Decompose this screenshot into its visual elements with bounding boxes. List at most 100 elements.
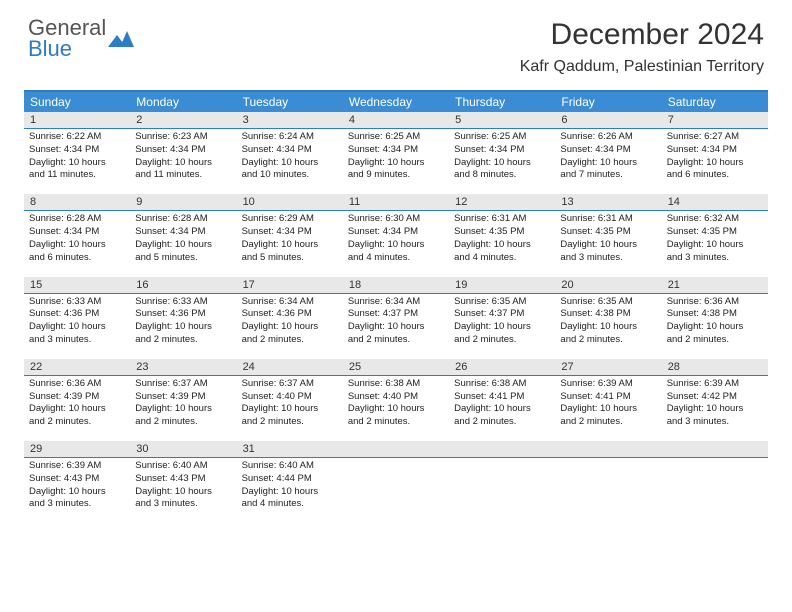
day-cell: 18Sunrise: 6:34 AMSunset: 4:37 PMDayligh… bbox=[343, 277, 449, 351]
daylight-line: and 10 minutes. bbox=[242, 169, 338, 182]
sunrise-line: Sunrise: 6:40 AM bbox=[135, 460, 231, 473]
day-details: Sunrise: 6:28 AMSunset: 4:34 PMDaylight:… bbox=[130, 211, 236, 268]
month-title: December 2024 bbox=[520, 18, 764, 52]
day-details: Sunrise: 6:38 AMSunset: 4:40 PMDaylight:… bbox=[343, 376, 449, 433]
day-number: 5 bbox=[449, 112, 555, 129]
sunrise-line: Sunrise: 6:38 AM bbox=[454, 378, 550, 391]
daylight-line: Daylight: 10 hours bbox=[560, 403, 656, 416]
sunset-line: Sunset: 4:43 PM bbox=[29, 473, 125, 486]
sunset-line: Sunset: 4:36 PM bbox=[29, 308, 125, 321]
daylight-line: Daylight: 10 hours bbox=[454, 239, 550, 252]
sunset-line: Sunset: 4:37 PM bbox=[348, 308, 444, 321]
day-details: Sunrise: 6:23 AMSunset: 4:34 PMDaylight:… bbox=[130, 129, 236, 186]
daylight-line: Daylight: 10 hours bbox=[242, 321, 338, 334]
sunrise-line: Sunrise: 6:33 AM bbox=[29, 296, 125, 309]
day-details: Sunrise: 6:39 AMSunset: 4:41 PMDaylight:… bbox=[555, 376, 661, 433]
day-cell: . bbox=[662, 441, 768, 515]
daylight-line: Daylight: 10 hours bbox=[667, 321, 763, 334]
weekday-label: Saturday bbox=[662, 92, 768, 112]
day-number: 11 bbox=[343, 194, 449, 211]
day-cell: 2Sunrise: 6:23 AMSunset: 4:34 PMDaylight… bbox=[130, 112, 236, 186]
daylight-line: and 5 minutes. bbox=[242, 252, 338, 265]
sunset-line: Sunset: 4:42 PM bbox=[667, 391, 763, 404]
sunrise-line: Sunrise: 6:29 AM bbox=[242, 213, 338, 226]
daylight-line: Daylight: 10 hours bbox=[667, 403, 763, 416]
day-number: 7 bbox=[662, 112, 768, 129]
sunset-line: Sunset: 4:34 PM bbox=[348, 226, 444, 239]
day-number: 31 bbox=[237, 441, 343, 458]
daylight-line: and 6 minutes. bbox=[29, 252, 125, 265]
sunrise-line: Sunrise: 6:40 AM bbox=[242, 460, 338, 473]
day-number: 30 bbox=[130, 441, 236, 458]
day-details: Sunrise: 6:33 AMSunset: 4:36 PMDaylight:… bbox=[24, 294, 130, 351]
sunset-line: Sunset: 4:35 PM bbox=[667, 226, 763, 239]
sunrise-line: Sunrise: 6:36 AM bbox=[29, 378, 125, 391]
week-row: 29Sunrise: 6:39 AMSunset: 4:43 PMDayligh… bbox=[24, 441, 768, 515]
day-details: Sunrise: 6:39 AMSunset: 4:43 PMDaylight:… bbox=[24, 458, 130, 515]
sunset-line: Sunset: 4:44 PM bbox=[242, 473, 338, 486]
daylight-line: Daylight: 10 hours bbox=[348, 157, 444, 170]
day-cell: 6Sunrise: 6:26 AMSunset: 4:34 PMDaylight… bbox=[555, 112, 661, 186]
day-number: 14 bbox=[662, 194, 768, 211]
sunrise-line: Sunrise: 6:23 AM bbox=[135, 131, 231, 144]
daylight-line: and 6 minutes. bbox=[667, 169, 763, 182]
day-cell: . bbox=[343, 441, 449, 515]
daylight-line: Daylight: 10 hours bbox=[29, 403, 125, 416]
daylight-line: and 3 minutes. bbox=[29, 334, 125, 347]
daylight-line: Daylight: 10 hours bbox=[242, 486, 338, 499]
day-details: Sunrise: 6:24 AMSunset: 4:34 PMDaylight:… bbox=[237, 129, 343, 186]
daylight-line: Daylight: 10 hours bbox=[560, 157, 656, 170]
daylight-line: Daylight: 10 hours bbox=[667, 239, 763, 252]
daylight-line: and 4 minutes. bbox=[348, 252, 444, 265]
sunset-line: Sunset: 4:38 PM bbox=[560, 308, 656, 321]
brand-mark-icon bbox=[108, 29, 134, 49]
day-details: Sunrise: 6:28 AMSunset: 4:34 PMDaylight:… bbox=[24, 211, 130, 268]
day-cell: 29Sunrise: 6:39 AMSunset: 4:43 PMDayligh… bbox=[24, 441, 130, 515]
day-details: Sunrise: 6:30 AMSunset: 4:34 PMDaylight:… bbox=[343, 211, 449, 268]
day-number: 23 bbox=[130, 359, 236, 376]
day-cell: 23Sunrise: 6:37 AMSunset: 4:39 PMDayligh… bbox=[130, 359, 236, 433]
week-row: 22Sunrise: 6:36 AMSunset: 4:39 PMDayligh… bbox=[24, 359, 768, 433]
day-cell: 30Sunrise: 6:40 AMSunset: 4:43 PMDayligh… bbox=[130, 441, 236, 515]
sunset-line: Sunset: 4:36 PM bbox=[135, 308, 231, 321]
sunrise-line: Sunrise: 6:39 AM bbox=[29, 460, 125, 473]
daylight-line: and 2 minutes. bbox=[29, 416, 125, 429]
day-number: 24 bbox=[237, 359, 343, 376]
day-cell: 1Sunrise: 6:22 AMSunset: 4:34 PMDaylight… bbox=[24, 112, 130, 186]
daylight-line: and 3 minutes. bbox=[135, 498, 231, 511]
day-number: 10 bbox=[237, 194, 343, 211]
weekday-label: Thursday bbox=[449, 92, 555, 112]
day-details: Sunrise: 6:36 AMSunset: 4:39 PMDaylight:… bbox=[24, 376, 130, 433]
day-details: Sunrise: 6:35 AMSunset: 4:38 PMDaylight:… bbox=[555, 294, 661, 351]
sunset-line: Sunset: 4:34 PM bbox=[348, 144, 444, 157]
day-cell: 9Sunrise: 6:28 AMSunset: 4:34 PMDaylight… bbox=[130, 194, 236, 268]
sunset-line: Sunset: 4:34 PM bbox=[29, 144, 125, 157]
daylight-line: and 4 minutes. bbox=[454, 252, 550, 265]
weekday-label: Tuesday bbox=[237, 92, 343, 112]
brand-line2: Blue bbox=[28, 39, 106, 60]
calendar: Sunday Monday Tuesday Wednesday Thursday… bbox=[24, 90, 768, 515]
day-cell: 15Sunrise: 6:33 AMSunset: 4:36 PMDayligh… bbox=[24, 277, 130, 351]
location: Kafr Qaddum, Palestinian Territory bbox=[520, 58, 764, 76]
day-number: 17 bbox=[237, 277, 343, 294]
daylight-line: Daylight: 10 hours bbox=[135, 403, 231, 416]
daylight-line: and 2 minutes. bbox=[135, 416, 231, 429]
daylight-line: and 3 minutes. bbox=[667, 252, 763, 265]
day-details: Sunrise: 6:40 AMSunset: 4:44 PMDaylight:… bbox=[237, 458, 343, 515]
daylight-line: Daylight: 10 hours bbox=[242, 157, 338, 170]
day-cell: . bbox=[555, 441, 661, 515]
day-number: 25 bbox=[343, 359, 449, 376]
weekday-label: Sunday bbox=[24, 92, 130, 112]
daylight-line: and 8 minutes. bbox=[454, 169, 550, 182]
sunrise-line: Sunrise: 6:31 AM bbox=[454, 213, 550, 226]
sunset-line: Sunset: 4:40 PM bbox=[348, 391, 444, 404]
title-block: December 2024 Kafr Qaddum, Palestinian T… bbox=[520, 18, 764, 76]
day-cell: 12Sunrise: 6:31 AMSunset: 4:35 PMDayligh… bbox=[449, 194, 555, 268]
day-details: Sunrise: 6:25 AMSunset: 4:34 PMDaylight:… bbox=[343, 129, 449, 186]
daylight-line: Daylight: 10 hours bbox=[29, 157, 125, 170]
day-cell: 11Sunrise: 6:30 AMSunset: 4:34 PMDayligh… bbox=[343, 194, 449, 268]
day-cell: 14Sunrise: 6:32 AMSunset: 4:35 PMDayligh… bbox=[662, 194, 768, 268]
day-details: Sunrise: 6:35 AMSunset: 4:37 PMDaylight:… bbox=[449, 294, 555, 351]
daylight-line: and 7 minutes. bbox=[560, 169, 656, 182]
sunset-line: Sunset: 4:34 PM bbox=[29, 226, 125, 239]
